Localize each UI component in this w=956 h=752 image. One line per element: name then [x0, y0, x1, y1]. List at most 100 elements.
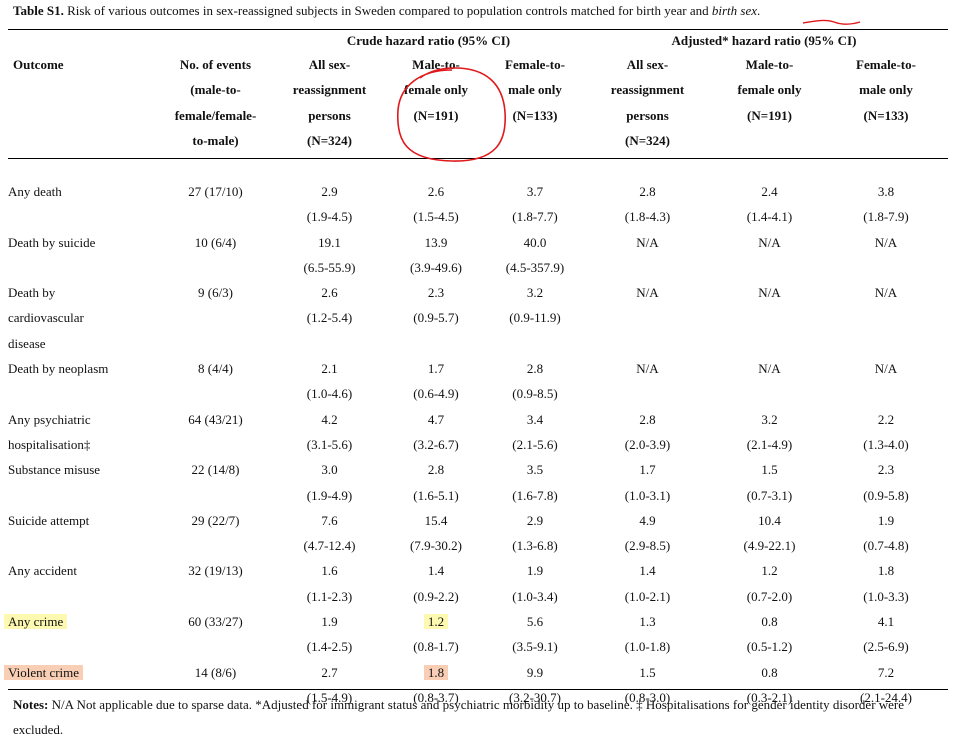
hazard-ratio-cell: 2.3	[427, 285, 445, 301]
hazard-ratio-cell: 4.1	[877, 614, 895, 630]
confidence-interval-cell: (1.0-4.6)	[306, 386, 353, 402]
table-row: Any psychiatric 64 (43/21) 4.2 4.7 3.4 2.8 3.2…	[8, 407, 948, 432]
hazard-ratio-cell: 3.5	[526, 462, 544, 478]
outcome-cell: Any accident	[8, 563, 77, 579]
bottom-rule	[8, 689, 948, 690]
table-row: disease	[8, 331, 948, 356]
header-line: No. of events	[179, 57, 252, 72]
top-rule	[8, 29, 948, 30]
hazard-ratio-cell: N/A	[636, 361, 659, 377]
hazard-ratio-cell: N/A	[874, 285, 898, 301]
table-row: (4.7-12.4) (7.9-30.2) (1.3-6.8) (2.9-8.5) (4…	[8, 533, 948, 558]
confidence-interval-cell: (1.8-7.7)	[512, 209, 558, 225]
outcome-cell: cardiovascular	[8, 310, 84, 326]
hazard-ratio-cell: 1.7	[427, 361, 445, 377]
crude-mtf-header: Male-to-female only (N=191)	[382, 52, 490, 179]
confidence-interval-cell: (0.8-1.7)	[413, 639, 459, 655]
table-caption: Table S1. Risk of various outcomes in se…	[13, 3, 760, 19]
header-line: (N=324)	[625, 132, 670, 148]
highlighted-outcome: Any crime	[4, 614, 68, 630]
confidence-interval-cell: (1.0-3.4)	[512, 588, 558, 604]
header-line: female only	[737, 82, 802, 98]
header-line: Male-to-	[745, 57, 794, 72]
events-cell: 22 (14/8)	[191, 462, 240, 478]
events-header: No. of events (male-to-female/female-to-m…	[154, 52, 277, 179]
adjusted-mtf-header: Male-to-female only (N=191)	[715, 52, 824, 179]
confidence-interval-cell	[715, 255, 824, 280]
empty-cell	[382, 331, 490, 356]
confidence-interval-cell: (1.2-5.4)	[306, 310, 353, 326]
hazard-ratio-cell: 2.8	[427, 462, 445, 478]
table-row: Any death 27 (17/10) 2.9 2.6 3.7 2.8 2.4 3.8	[8, 179, 948, 204]
confidence-interval-cell: (0.9-5.7)	[413, 310, 459, 326]
outcome-cell	[8, 204, 154, 229]
table-row: Death by suicide 10 (6/4) 19.1 13.9 40.0 N/A N…	[8, 230, 948, 255]
table-row: (1.9-4.9) (1.6-5.1) (1.6-7.8) (1.0-3.1) (0.7…	[8, 483, 948, 508]
confidence-interval-cell: (2.5-6.9)	[863, 639, 909, 655]
header-line: female/female-	[174, 107, 257, 123]
confidence-interval-cell: (2.1-5.6)	[512, 436, 558, 452]
hazard-ratio-cell: N/A	[874, 234, 898, 250]
empty-cell	[490, 331, 580, 356]
table-row: Any accident 32 (19/13) 1.6 1.4 1.9 1.4 1.2 1.8	[8, 558, 948, 583]
outcome-cell	[8, 255, 154, 280]
hazard-ratio-cell: 4.2	[321, 411, 338, 427]
hazard-ratio-cell: 0.8	[761, 664, 778, 680]
confidence-interval-cell: (3.2-6.7)	[413, 436, 459, 452]
hazard-ratio-cell: 3.0	[321, 462, 338, 478]
confidence-interval-cell: (1.9-4.9)	[306, 487, 353, 503]
outcome-cell: Violent crime	[4, 660, 154, 685]
group-header-row: Crude hazard ratio (95% CI) Adjusted* ha…	[8, 30, 948, 52]
confidence-interval-cell: (0.6-4.9)	[413, 386, 459, 402]
table-row: Substance misuse 22 (14/8) 3.0 2.8 3.5 1.7 1.5…	[8, 457, 948, 482]
highlighted-value: 1.2	[423, 614, 449, 630]
caption-end: .	[757, 3, 761, 18]
hazard-ratio-cell: 1.3	[639, 614, 656, 630]
outcome-cell: hospitalisation‡	[8, 436, 91, 452]
outcome-cell: Death by neoplasm	[8, 361, 109, 377]
confidence-interval-cell: (2.1-24.4)	[860, 689, 912, 705]
hazard-ratio-cell: 2.8	[526, 361, 544, 377]
hazard-ratio-cell: 1.9	[877, 512, 895, 528]
events-cell	[154, 432, 277, 457]
hazard-ratio-cell: 1.2	[761, 563, 778, 579]
confidence-interval-cell: (2.9-8.5)	[624, 538, 671, 554]
hazard-ratio-cell: 1.9	[526, 563, 544, 579]
confidence-interval-cell: (1.8-4.3)	[624, 209, 671, 225]
outcome-cell: Death by	[8, 285, 56, 301]
notes-label: Notes:	[13, 697, 49, 712]
confidence-interval-cell: (1.5-4.5)	[413, 209, 459, 225]
empty-cell	[824, 331, 948, 356]
header-line: persons	[308, 107, 351, 123]
hazard-ratio-cell: 2.6	[427, 184, 445, 199]
events-cell: 60 (33/27)	[188, 614, 243, 630]
confidence-interval-cell: (7.9-30.2)	[410, 538, 462, 554]
hazard-ratio-cell: 2.2	[877, 411, 895, 427]
events-cell: 10 (6/4)	[194, 234, 237, 250]
table-row: Any crime 60 (33/27) 1.9 1.2 5.6 1.3 0.8 4.1	[4, 609, 948, 634]
hazard-ratio-cell: 15.4	[424, 512, 448, 528]
hazard-ratio-cell: 2.8	[639, 184, 656, 199]
confidence-interval-cell	[580, 255, 715, 280]
outcome-cell: disease	[8, 335, 46, 351]
hazard-ratio-cell: 2.3	[877, 462, 895, 478]
hazard-ratio-cell: N/A	[636, 285, 659, 301]
hazard-ratio-cell: N/A	[758, 285, 781, 301]
hazard-ratio-cell: 1.4	[427, 563, 445, 579]
header-line: All sex-	[308, 57, 351, 72]
table-row: (1.1-2.3) (0.9-2.2) (1.0-3.4) (1.0-2.1) (0.7…	[8, 584, 948, 609]
hazard-ratio-cell: N/A	[758, 361, 781, 377]
hazard-ratio-cell: 19.1	[318, 234, 341, 250]
hazard-ratio-cell: 7.2	[877, 664, 895, 680]
confidence-interval-cell	[715, 305, 824, 330]
outcome-cell: Any psychiatric	[8, 411, 91, 427]
hazard-ratio-cell: 2.9	[321, 184, 338, 199]
hazard-ratio-cell: 1.8	[877, 563, 895, 579]
outcome-cell: Suicide attempt	[8, 512, 90, 528]
confidence-interval-cell: (2.0-3.9)	[624, 436, 671, 452]
confidence-interval-cell: (0.9-11.9)	[509, 310, 561, 326]
confidence-interval-cell: (0.9-2.2)	[413, 588, 459, 604]
events-cell	[154, 381, 277, 406]
hazard-ratio-cell: N/A	[758, 234, 781, 250]
table-row: hospitalisation‡ (3.1-5.6) (3.2-6.7) (2.1-5…	[8, 432, 948, 457]
